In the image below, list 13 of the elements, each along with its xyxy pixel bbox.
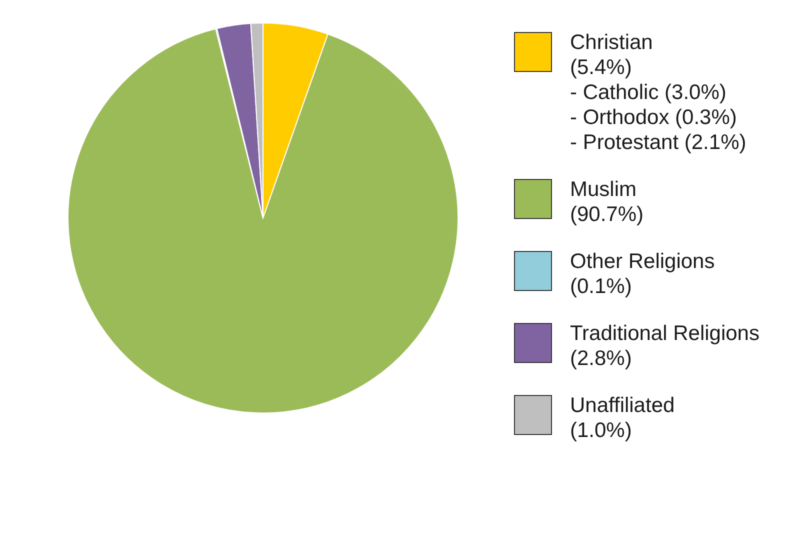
- data-label: (1.0%): [570, 418, 633, 443]
- legend-label: Muslim: [570, 177, 638, 202]
- legend-label: Unaffiliated: [570, 393, 675, 418]
- data-label: (2.8%): [570, 346, 633, 371]
- data-label: (5.4%): [570, 55, 633, 80]
- text: - Orthodox (0.3%): [570, 105, 738, 130]
- data-label: (0.1%): [570, 274, 633, 299]
- data-label: (90.7%): [570, 202, 644, 227]
- legend-label: Christian: [570, 30, 654, 55]
- text: - Catholic (3.0%): [570, 80, 728, 105]
- text: - Protestant (2.1%): [570, 130, 746, 155]
- legend-label: Other Religions: [570, 249, 715, 274]
- legend-label: Traditional Religions: [570, 321, 760, 346]
